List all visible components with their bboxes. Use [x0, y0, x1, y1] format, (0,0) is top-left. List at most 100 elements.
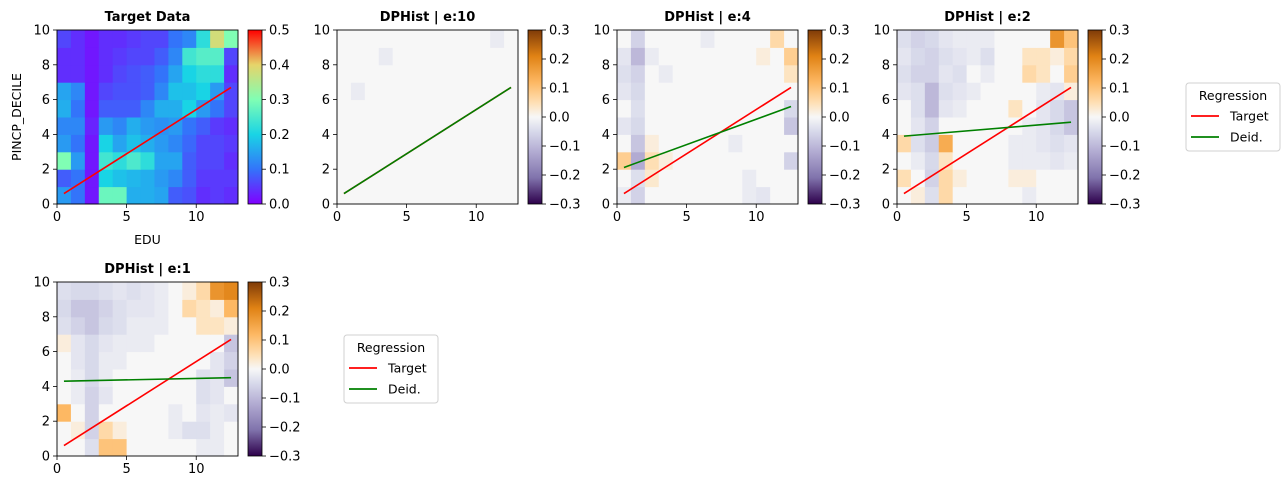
heatmap-cell	[462, 99, 477, 118]
heatmap-cell	[406, 30, 422, 48]
heatmap-cell	[154, 151, 169, 170]
heatmap-cell	[182, 316, 197, 335]
colorbar-tick-label: −0.2	[829, 169, 861, 184]
heatmap-cell	[770, 151, 785, 170]
heatmap-cell	[112, 334, 128, 353]
heatmap-cell	[196, 64, 211, 83]
heatmap-cell	[392, 82, 408, 101]
heatmap-cell	[168, 30, 183, 48]
heatmap-cell	[154, 299, 169, 318]
colorbar-tick-label: 0.0	[829, 111, 850, 126]
heatmap-cell	[504, 30, 519, 48]
heatmap-cell	[126, 82, 142, 101]
heatmap-cell	[770, 117, 785, 135]
heatmap-cell	[897, 30, 912, 48]
heatmap-cell	[1064, 117, 1079, 135]
heatmap-cell	[1022, 82, 1037, 101]
heatmap-cell	[770, 99, 785, 118]
heatmap-cell	[350, 30, 366, 48]
heatmap-cell	[168, 64, 183, 83]
heatmap-cell	[168, 134, 183, 153]
heatmap-cell	[897, 82, 912, 101]
heatmap-cell	[224, 30, 239, 48]
colorbar-tick-label: −0.2	[1109, 169, 1141, 184]
heatmap-cell	[350, 99, 366, 118]
heatmap-cell	[742, 186, 757, 205]
heatmap-cell	[112, 82, 128, 101]
heatmap-cell	[98, 299, 114, 318]
heatmap-cell	[57, 169, 72, 188]
heatmap-cell	[196, 421, 211, 440]
heatmap-cell	[658, 64, 674, 83]
heatmap-cell	[490, 117, 505, 135]
heatmap-cell	[994, 186, 1009, 205]
regression-line-deid	[343, 86, 512, 195]
heatmap-cell	[924, 64, 940, 83]
heatmap-cell	[126, 282, 142, 300]
heatmap-cell	[770, 169, 785, 188]
heatmap-cell	[84, 99, 100, 118]
regression-line-target	[63, 338, 232, 447]
heatmap-cell	[154, 316, 169, 335]
heatmap-cell	[630, 30, 646, 48]
heatmap-cell	[686, 186, 702, 205]
heatmap-cell	[434, 186, 449, 205]
heatmap-cell	[70, 47, 86, 66]
colorbar-tick-label: 0.2	[1109, 53, 1130, 68]
heatmap-cell	[897, 99, 912, 118]
heatmap-cell	[182, 386, 197, 405]
colorbar-tick-label: −0.3	[549, 198, 581, 213]
heatmap-cell	[84, 64, 100, 83]
heatmap-cell	[672, 82, 688, 101]
y-tick-label: 4	[42, 128, 50, 143]
heatmap-cell	[168, 316, 183, 335]
heatmap-cell	[966, 151, 982, 170]
legend-label: Deid.	[388, 382, 421, 397]
legend-label: Deid.	[1230, 130, 1263, 145]
heatmap-cell	[924, 47, 940, 66]
heatmap-cell	[658, 134, 674, 153]
heatmap-cell	[966, 47, 982, 66]
heatmap-cell	[686, 30, 702, 48]
heatmap-cell	[140, 47, 155, 66]
panel-1: 0 5 10 0 2 4 6 8 10 DPHist | e:10 0.3 0.2 0.1 0.0 −0.1…	[313, 10, 580, 225]
heatmap-cell	[490, 99, 505, 118]
heatmap-cell	[742, 47, 757, 66]
heatmap-cell	[364, 30, 380, 48]
heatmap-cell	[337, 82, 352, 101]
heatmap-cell	[154, 351, 169, 370]
heatmap-cell	[938, 99, 954, 118]
heatmap-cell	[337, 99, 352, 118]
heatmap-cell	[378, 134, 394, 153]
heatmap-cell	[448, 169, 463, 188]
heatmap-cell	[140, 369, 155, 387]
heatmap-cell	[112, 30, 128, 48]
heatmap-cell	[392, 186, 408, 205]
y-tick-label: 8	[42, 310, 50, 325]
heatmap-cell	[224, 64, 239, 83]
heatmap-cell	[182, 421, 197, 440]
heatmap-cell	[672, 47, 688, 66]
heatmap-cell	[168, 186, 183, 205]
heatmap-cell	[770, 30, 785, 48]
y-axis-label: PINCP_DECILE	[9, 73, 24, 161]
heatmap-cell	[406, 117, 422, 135]
heatmap-cell	[154, 334, 169, 353]
heatmap-cell	[897, 134, 912, 153]
heatmap-cell	[1008, 64, 1023, 83]
heatmap-cell	[182, 134, 197, 153]
heatmap-cell	[1050, 99, 1065, 118]
heatmap-cell	[57, 99, 72, 118]
heatmap-cell	[784, 82, 799, 101]
heatmap-cell	[70, 186, 86, 205]
heatmap-cell	[406, 82, 422, 101]
colorbar-tick-label: 0.0	[549, 111, 570, 126]
heatmap-cell	[337, 134, 352, 153]
heatmap-cell	[742, 64, 757, 83]
x-tick-label: 0	[53, 210, 61, 225]
heatmap-cell	[462, 169, 477, 188]
axes-frame	[56, 29, 239, 205]
heatmap-cell	[1064, 134, 1079, 153]
panel-title: DPHist | e:4	[664, 10, 750, 25]
heatmap-cell	[700, 151, 715, 170]
